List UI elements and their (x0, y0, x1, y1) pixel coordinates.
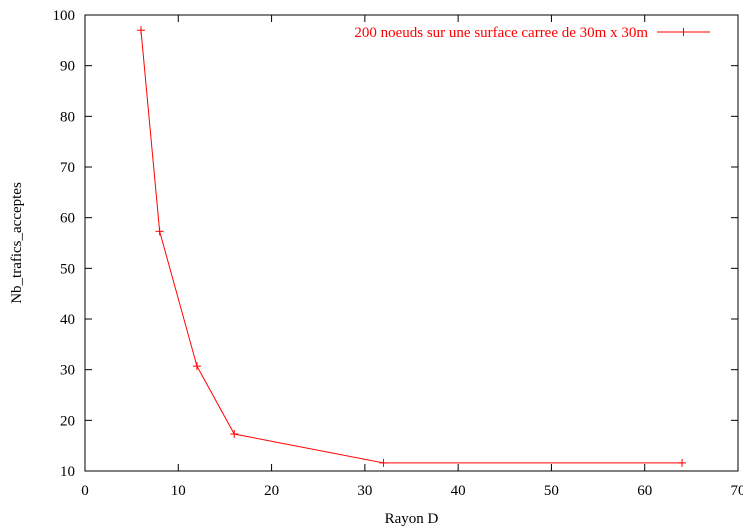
data-point (678, 458, 687, 467)
y-tick-label: 90 (60, 59, 75, 75)
data-point (192, 362, 201, 371)
x-tick-label: 50 (544, 483, 559, 499)
series-layer (136, 26, 687, 467)
y-tick-label: 10 (60, 464, 75, 480)
legend-marker (679, 28, 688, 36)
x-tick-label: 60 (637, 483, 652, 499)
x-tick-label: 20 (264, 483, 279, 499)
y-tick-label: 40 (60, 312, 75, 328)
y-tick-label: 100 (53, 8, 76, 24)
tick-labels: 0 10 20 30 40 50 60 70 10 20 30 40 50 60 70 80 90 100 (53, 8, 743, 499)
x-tick-label: 30 (357, 483, 372, 499)
legend-marker-plus (679, 28, 688, 36)
y-axis-label: Nb_trafics_acceptes (9, 182, 25, 304)
legend-label: 200 noeuds sur une surface carree de 30m… (354, 25, 648, 41)
y-tick-label: 20 (60, 413, 75, 429)
x-tick-label: 40 (451, 483, 466, 499)
x-tick-label: 70 (731, 483, 743, 499)
data-point (155, 227, 164, 236)
data-point (379, 458, 388, 467)
y-tick-label: 80 (60, 109, 75, 125)
x-axis-label: Rayon D (385, 511, 439, 527)
data-point (136, 26, 145, 35)
plot-frame (84, 14, 739, 472)
y-tick-label: 70 (60, 160, 75, 176)
ticks (84, 14, 739, 472)
y-tick-label: 30 (60, 363, 75, 379)
data-point (230, 430, 239, 439)
x-tick-label: 0 (81, 483, 89, 499)
y-tick-label: 50 (60, 261, 75, 277)
x-tick-label: 10 (171, 483, 186, 499)
y-tick-label: 60 (60, 211, 75, 227)
legend: 200 noeuds sur une surface carree de 30m… (354, 25, 710, 41)
series-line (140, 30, 683, 464)
